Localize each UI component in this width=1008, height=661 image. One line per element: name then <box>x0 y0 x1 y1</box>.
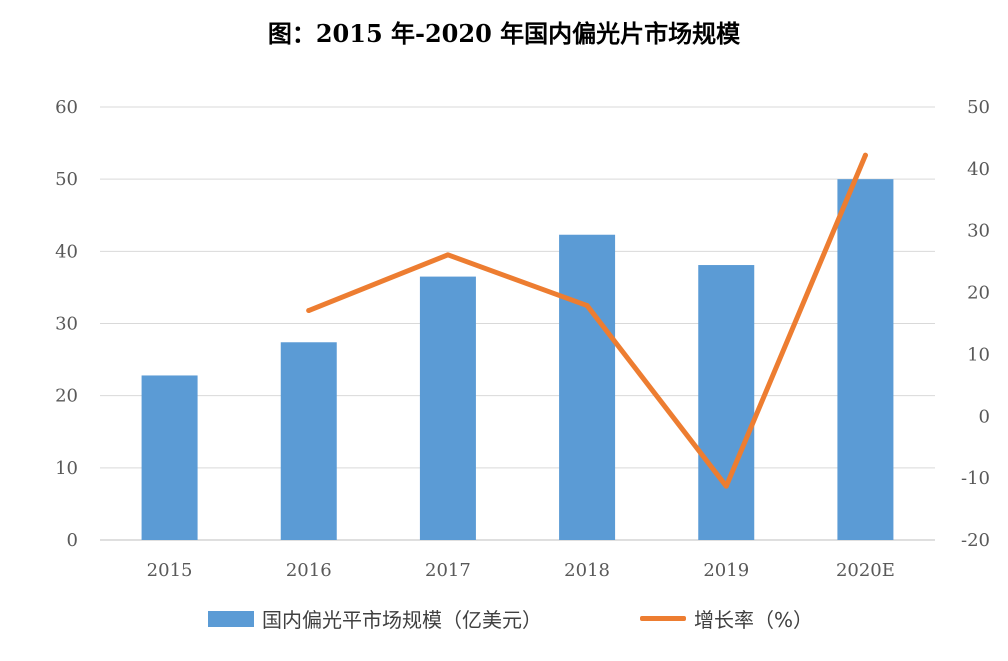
right-tick-label: -20 <box>961 530 990 551</box>
left-tick-label: 50 <box>55 169 78 190</box>
line-series <box>306 152 868 489</box>
line-point <box>306 308 312 314</box>
right-tick-label: 10 <box>967 344 990 365</box>
line-point <box>862 152 868 158</box>
x-tick-label: 2019 <box>703 560 749 581</box>
grid-lines <box>100 106 935 541</box>
x-tick-label: 2015 <box>147 560 193 581</box>
left-tick-label: 0 <box>67 530 78 551</box>
legend: 国内偏光平市场规模（亿美元） 增长率（%） <box>0 600 1008 640</box>
bar <box>280 342 337 540</box>
combo-chart: 0 10 20 30 40 50 60 -20 -10 0 10 20 30 40 50 2015 2016… <box>55 97 990 581</box>
left-tick-label: 10 <box>55 458 78 479</box>
line-point <box>584 303 590 309</box>
left-tick-label: 30 <box>55 314 78 335</box>
x-axis-ticks: 2015 2016 2017 2018 2019 2020E <box>147 560 895 581</box>
right-tick-label: 30 <box>967 221 990 242</box>
right-tick-label: 20 <box>967 283 990 304</box>
legend-line-swatch <box>640 616 686 621</box>
right-tick-label: 40 <box>967 159 990 180</box>
right-tick-label: 50 <box>967 97 990 118</box>
right-tick-label: -10 <box>961 468 990 489</box>
bar <box>419 276 476 540</box>
left-tick-label: 40 <box>55 241 78 262</box>
bar-series <box>141 179 894 541</box>
line-point <box>723 483 729 489</box>
legend-line-label: 增长率（%） <box>694 608 814 632</box>
left-tick-label: 20 <box>55 386 78 407</box>
legend-item-bar: 国内偏光平市场规模（亿美元） <box>208 604 542 633</box>
left-axis-ticks: 0 10 20 30 40 50 60 <box>55 97 78 551</box>
x-tick-label: 2016 <box>286 560 332 581</box>
line-point <box>445 252 451 258</box>
bar <box>837 179 894 540</box>
x-tick-label: 2018 <box>564 560 610 581</box>
x-tick-label: 2017 <box>425 560 471 581</box>
x-tick-label: 2020E <box>836 560 895 581</box>
chart-title: 图：2015 年-2020 年国内偏光片市场规模 <box>267 19 741 48</box>
legend-bar-swatch <box>208 610 254 627</box>
legend-bar-label: 国内偏光平市场规模（亿美元） <box>262 608 542 632</box>
legend-item-line: 增长率（%） <box>640 604 813 633</box>
right-tick-label: 0 <box>979 406 990 427</box>
bar <box>698 265 755 540</box>
left-tick-label: 60 <box>55 97 78 118</box>
bar <box>559 234 616 541</box>
right-axis-ticks: -20 -10 0 10 20 30 40 50 <box>961 97 990 551</box>
bar <box>141 375 198 540</box>
